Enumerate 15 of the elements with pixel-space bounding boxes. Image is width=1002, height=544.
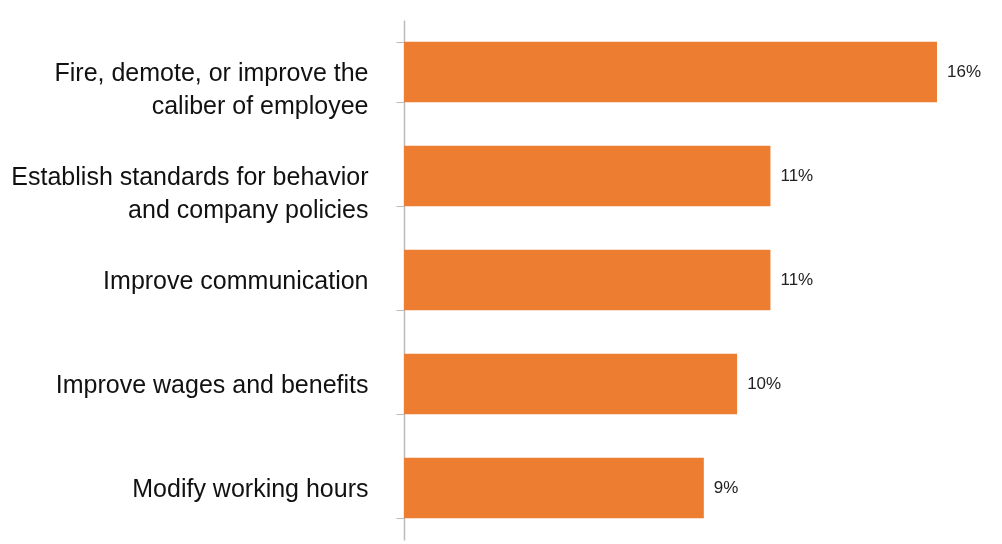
data-label: 10%: [747, 374, 782, 393]
bar: [404, 457, 704, 519]
data-label: 16%: [947, 62, 982, 81]
data-label: 9%: [713, 478, 739, 497]
y-tick-label: Fire, demote, or improve the caliber of employee: [54, 57, 369, 119]
y-tick-label: Improve communication: [103, 265, 369, 294]
y-tick-label: Modify working hours: [132, 473, 369, 502]
y-tick-label: Establish standards for behavior and company policies: [11, 161, 369, 223]
bar: [404, 145, 771, 207]
bar: [404, 249, 771, 311]
data-label: 11%: [780, 166, 814, 185]
y-tick-label: Improve wages and benefits: [55, 369, 369, 398]
data-label: 11%: [780, 270, 814, 289]
bar: [404, 41, 937, 103]
bar: [404, 353, 738, 415]
